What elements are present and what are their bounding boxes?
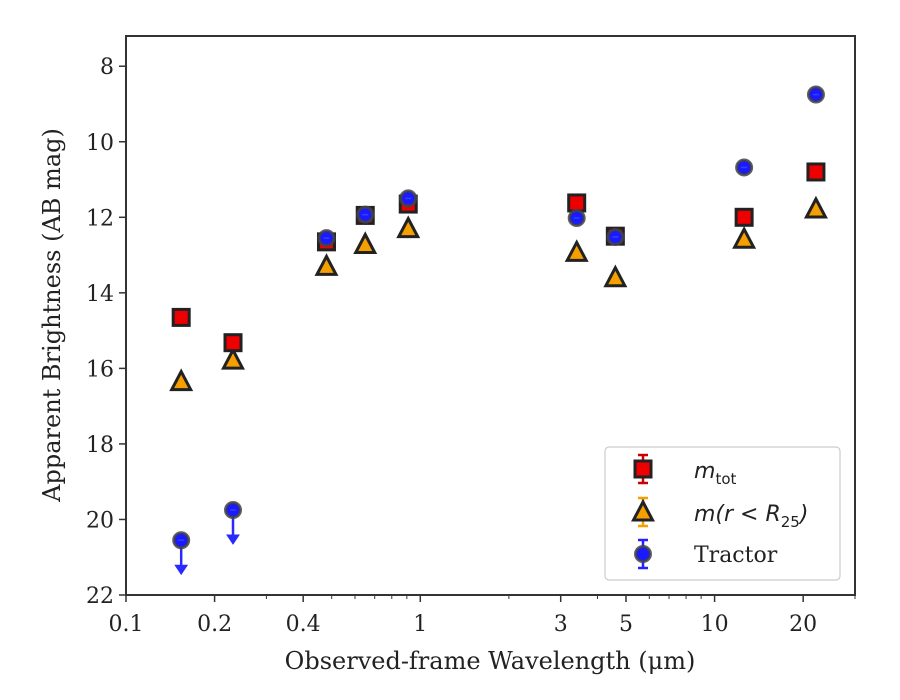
data-point-triangle (314, 253, 339, 276)
legend-mtot-base: m (694, 459, 715, 484)
x-tick-label: 20 (789, 612, 817, 637)
legend-mr25-pre: m(r < R (694, 502, 781, 527)
data-point-triangle (732, 225, 757, 249)
data-point-triangle (803, 195, 828, 219)
data-point-square (171, 307, 191, 327)
y-tick-label: 10 (86, 131, 114, 156)
x-tick-label: 0.2 (197, 612, 232, 637)
data-point-triangle (603, 264, 628, 288)
data-point-triangle (353, 231, 378, 254)
legend-mr25-post: ) (798, 502, 809, 527)
plot-frame (125, 35, 856, 596)
y-axis-ticks: 8 10 12 14 16 18 20 22 (86, 55, 126, 609)
y-tick-label: 12 (86, 206, 114, 231)
legend: mtot m(r < R25) Tractor (604, 446, 841, 581)
data-point-triangle (169, 368, 194, 392)
legend-mr25-sub: 25 (781, 513, 800, 531)
y-tick-label: 14 (86, 282, 114, 307)
data-series (169, 85, 828, 576)
legend-marker-triangle (631, 498, 655, 522)
legend-label-mtot: mtot (694, 459, 736, 488)
legend-label-mr25: m(r < R25) (694, 502, 808, 531)
data-point-square (734, 207, 754, 227)
x-tick-label: 10 (701, 612, 729, 637)
x-axis-label: Observed-frame Wavelength (μm) (285, 647, 696, 675)
x-tick-label: 3 (554, 612, 568, 637)
y-tick-label: 22 (86, 584, 114, 609)
data-point-triangle (564, 239, 589, 262)
legend-marker-square (633, 459, 653, 479)
series-square (171, 162, 826, 353)
x-tick-label: 0.4 (286, 612, 321, 637)
data-point-square (806, 162, 826, 182)
series-triangle (169, 195, 828, 392)
x-tick-label: 5 (619, 612, 633, 637)
legend-marker-circle (634, 545, 652, 563)
legend-mtot-sub: tot (715, 470, 736, 488)
y-tick-label: 16 (86, 357, 114, 382)
legend-box (604, 446, 841, 581)
upper-limit-arrowhead (226, 534, 240, 545)
data-point-square (567, 193, 587, 213)
y-tick-label: 8 (100, 55, 114, 80)
y-tick-label: 20 (86, 508, 114, 533)
legend-label-tractor: Tractor (694, 543, 778, 568)
x-axis-ticks: 0.1 0.2 0.4 1 3 5 10 20 (109, 595, 856, 637)
series-circle (172, 85, 825, 576)
data-point-triangle (396, 215, 421, 239)
data-point-square (223, 333, 243, 353)
x-tick-label: 1 (413, 612, 427, 637)
y-axis-label: Apparent Brightness (AB mag) (38, 128, 66, 503)
data-point-triangle (221, 346, 245, 370)
legend-markers (631, 453, 655, 570)
upper-limit-arrowhead (174, 564, 189, 576)
x-tick-label: 0.1 (109, 612, 144, 637)
y-tick-label: 18 (86, 433, 114, 458)
